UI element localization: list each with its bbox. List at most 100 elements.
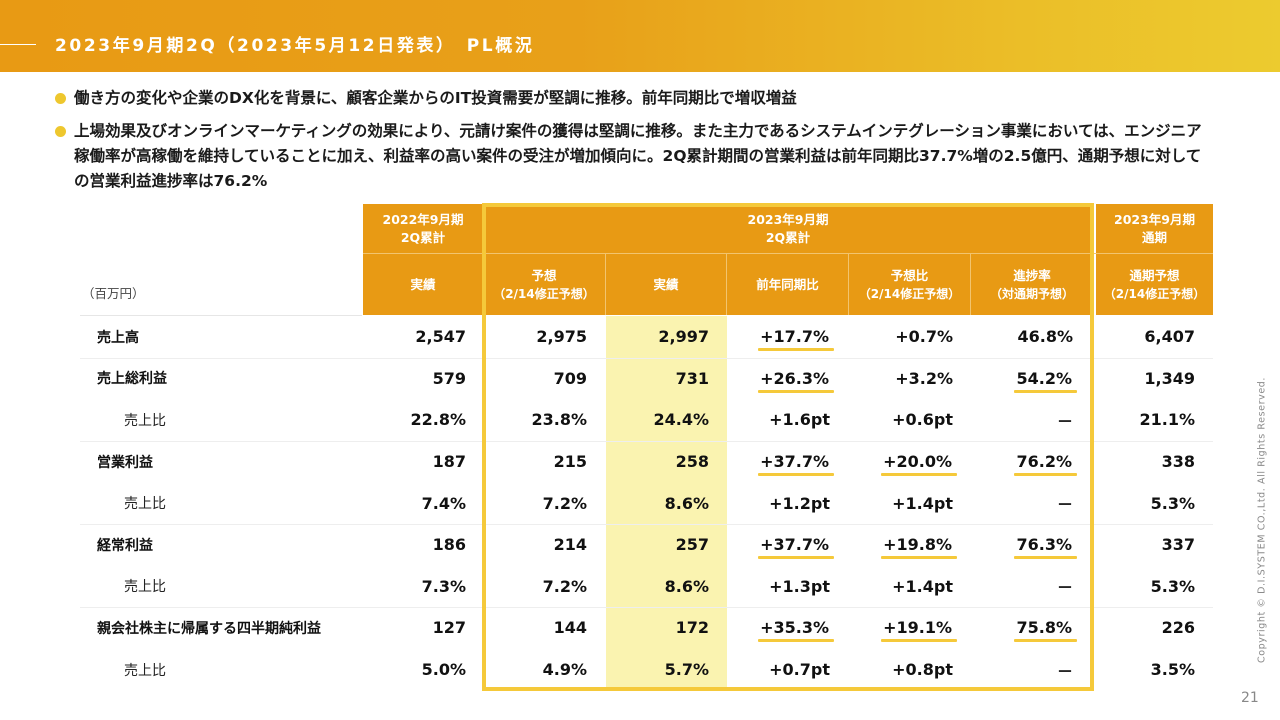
- header-accent-line: [0, 44, 36, 45]
- highlighted-value: +19.1%: [881, 618, 957, 643]
- table-cell: 76.2%: [971, 441, 1077, 483]
- table-cell: 8.6%: [606, 566, 709, 608]
- table-cell: 257: [606, 524, 709, 566]
- cell-value: 8.6%: [664, 493, 709, 513]
- table-cell: 2,547: [363, 316, 466, 358]
- table-cell: 709: [485, 358, 587, 400]
- highlighted-value: +37.7%: [758, 535, 834, 560]
- group-header-line1: 2022年9月期: [382, 211, 464, 227]
- cell-value: 187: [432, 452, 466, 472]
- bullet-item: 上場効果及びオンラインマーケティングの効果により、元請け案件の獲得は堅調に推移。…: [54, 119, 1214, 194]
- table-cell: 258: [606, 441, 709, 483]
- highlighted-value: 76.3%: [1014, 535, 1077, 560]
- table-cell: 337: [1096, 524, 1195, 566]
- cell-value: 46.8%: [1017, 327, 1073, 347]
- table-cell: 215: [485, 441, 587, 483]
- table-cell: 8.6%: [606, 482, 709, 524]
- cell-value: +0.7pt: [769, 660, 830, 680]
- cell-value: 257: [675, 535, 709, 555]
- table-cell: 172: [606, 607, 709, 649]
- highlighted-value: +20.0%: [881, 452, 957, 477]
- table-cell: 7.2%: [485, 566, 587, 608]
- col-header-yoy: 前年同期比: [727, 254, 848, 315]
- cell-value: 2,547: [415, 327, 466, 347]
- cell-value: －: [1056, 411, 1073, 431]
- table-cell: +20.0%: [849, 441, 957, 483]
- col-header-vs-forecast: 予想比 （2/14修正予想）: [849, 254, 970, 315]
- cell-value: 3.5%: [1150, 660, 1195, 680]
- cell-value: 258: [675, 452, 709, 472]
- table-cell: 214: [485, 524, 587, 566]
- table-cell: +3.2%: [849, 358, 953, 400]
- col-header-line2: （2/14修正予想）: [1103, 286, 1206, 301]
- cell-value: 144: [553, 618, 587, 638]
- cell-value: 5.0%: [421, 660, 466, 680]
- cell-value: +0.6pt: [892, 410, 953, 430]
- table-cell: －: [971, 649, 1073, 691]
- row-label: 売上総利益: [97, 371, 167, 388]
- header-col-divider: [970, 254, 971, 315]
- col-header-line2: （対通期予想）: [989, 286, 1074, 301]
- group-header-line1: 2023年9月期: [1114, 211, 1195, 227]
- table-cell: +0.8pt: [849, 649, 953, 691]
- table-cell: 7.4%: [363, 482, 466, 524]
- col-header-2022-actual: 実績: [363, 254, 483, 315]
- row-divider: [80, 607, 1213, 608]
- summary-bullets: 働き方の変化や企業のDX化を背景に、顧客企業からのIT投資需要が堅調に推移。前年…: [54, 86, 1214, 202]
- highlighted-value: +26.3%: [758, 368, 834, 393]
- cell-value: 337: [1161, 535, 1195, 555]
- group-header-line2: 2Q累計: [400, 229, 446, 245]
- row-label: 売上比: [124, 496, 166, 513]
- col-header-line1: 前年同期比: [756, 276, 819, 292]
- copyright-notice: Copyright © D.I.SYSTEM CO.,Ltd. All Righ…: [1256, 376, 1268, 664]
- col-header-line1: 予想: [531, 267, 557, 283]
- highlighted-value: +17.7%: [758, 327, 834, 352]
- table-cell: 127: [363, 607, 466, 649]
- group-header-2023-full-year: 2023年9月期 通期: [1096, 204, 1213, 253]
- table-cell: +1.2pt: [727, 482, 830, 524]
- col-header-forecast: 予想 （2/14修正予想）: [483, 254, 605, 315]
- row-label: 売上比: [124, 412, 166, 429]
- bullet-dot-icon: [55, 126, 66, 137]
- cell-value: 172: [675, 618, 709, 638]
- table-cell: +37.7%: [727, 441, 834, 483]
- cell-value: 24.4%: [653, 410, 709, 430]
- col-header-full-year-forecast: 通期予想 （2/14修正予想）: [1096, 254, 1213, 315]
- cell-value: 127: [432, 618, 466, 638]
- cell-value: +3.2%: [895, 368, 953, 388]
- row-label: 営業利益: [97, 454, 153, 471]
- cell-value: 2,997: [658, 327, 709, 347]
- cell-value: 338: [1161, 452, 1195, 472]
- cell-value: 186: [432, 535, 466, 555]
- cell-value: 8.6%: [664, 576, 709, 596]
- table-cell: 731: [606, 358, 709, 400]
- col-header-line2: （2/14修正予想）: [493, 286, 595, 301]
- col-header-line1: 進捗率: [1013, 267, 1051, 283]
- table-cell: +0.7%: [849, 316, 953, 358]
- table-cell: 3.5%: [1096, 649, 1195, 691]
- table-cell: +0.6pt: [849, 399, 953, 441]
- col-header-progress-rate: 進捗率 （対通期予想）: [971, 254, 1093, 315]
- table-cell: 46.8%: [971, 316, 1073, 358]
- header-col-divider: [848, 254, 849, 315]
- table-cell: 54.2%: [971, 358, 1077, 400]
- table-cell: 75.8%: [971, 607, 1077, 649]
- col-header-line1: 実績: [653, 276, 679, 292]
- row-label: 経常利益: [97, 537, 153, 554]
- table-cell: 2,975: [485, 316, 587, 358]
- cell-value: 7.2%: [542, 576, 587, 596]
- cell-value: +1.4pt: [892, 493, 953, 513]
- table-cell: 1,349: [1096, 358, 1195, 400]
- unit-label: （百万円）: [82, 286, 145, 301]
- page-number: 21: [1241, 690, 1259, 706]
- header-col-divider: [605, 254, 606, 315]
- cell-value: 709: [553, 368, 587, 388]
- table-cell: +19.1%: [849, 607, 957, 649]
- table-cell: +1.3pt: [727, 566, 830, 608]
- table-cell: +0.7pt: [727, 649, 830, 691]
- row-label: 親会社株主に帰属する四半期純利益: [97, 620, 321, 637]
- cell-value: 21.1%: [1139, 410, 1195, 430]
- table-cell: 7.2%: [485, 482, 587, 524]
- col-header-2023-actual: 実績: [606, 254, 726, 315]
